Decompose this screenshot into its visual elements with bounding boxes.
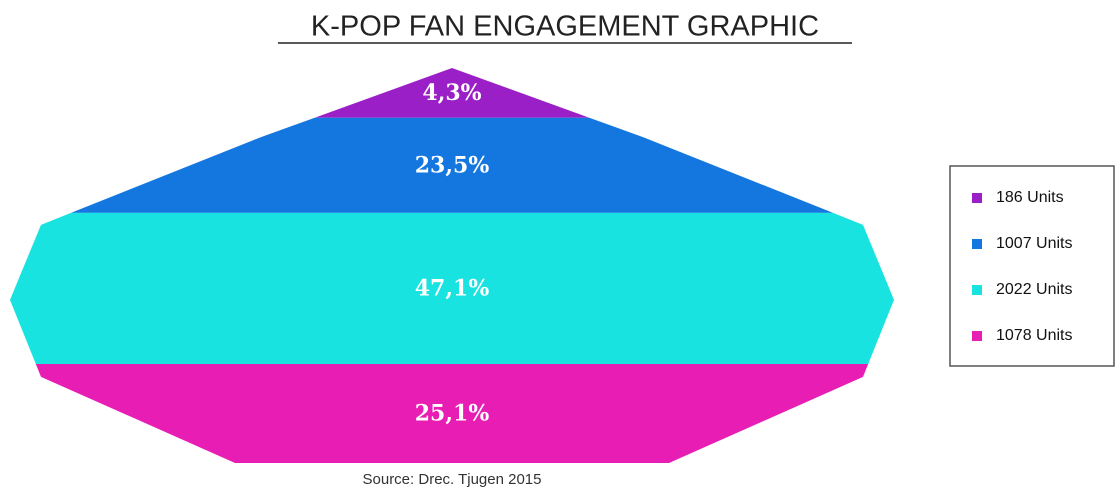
legend-label: 2022 Units bbox=[996, 281, 1073, 298]
legend-label: 186 Units bbox=[996, 189, 1064, 206]
legend-label: 1007 Units bbox=[996, 235, 1073, 252]
pyramid-segment bbox=[10, 212, 894, 365]
segment-label: 47,1% bbox=[415, 275, 490, 301]
source-note: Source: Drec. Tjugen 2015 bbox=[363, 471, 542, 488]
legend-swatch bbox=[972, 239, 982, 249]
legend-swatch bbox=[972, 193, 982, 203]
segment-label: 23,5% bbox=[415, 152, 490, 178]
legend-label: 1078 Units bbox=[996, 327, 1073, 344]
pyramid-segment bbox=[70, 117, 834, 213]
segment-label: 25,1% bbox=[415, 401, 490, 427]
chart-title: K-POP FAN ENGAGEMENT GRAPHIC bbox=[311, 11, 819, 43]
segment-label: 4,3% bbox=[422, 80, 481, 106]
pyramid-segment bbox=[35, 364, 869, 463]
legend-swatch bbox=[972, 331, 982, 341]
pyramid-segment bbox=[314, 68, 590, 118]
legend-swatch bbox=[972, 285, 982, 295]
